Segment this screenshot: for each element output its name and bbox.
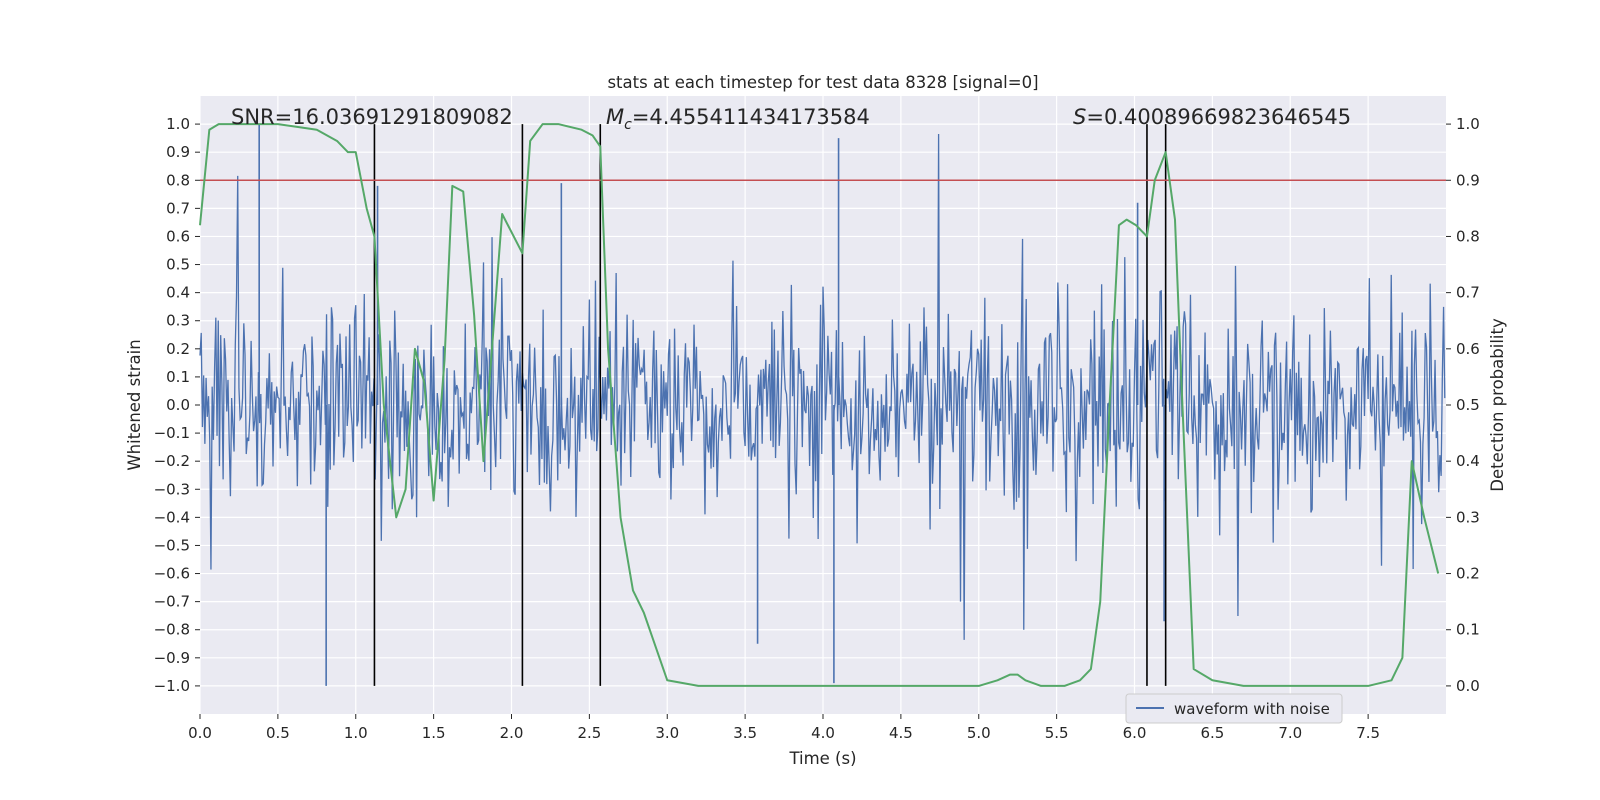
x-tick-label-1: 0.5 [266, 724, 290, 742]
x-axis-ticks: 0.0 0.5 1.0 1.5 2.0 2.5 3.0 3.5 4.0 4.5 5.0 5.5 6.0 6… [188, 714, 1380, 742]
y-right-tick-label-9: 0.9 [1456, 171, 1480, 189]
x-tick-label-6: 3.0 [655, 724, 679, 742]
y-left-tick-label-2: −0.8 [154, 621, 190, 639]
y-left-tick-label-16: 0.6 [166, 227, 190, 245]
x-tick-label-14: 7.0 [1278, 724, 1302, 742]
x-tick-label-11: 5.5 [1045, 724, 1069, 742]
y-right-tick-label-3: 0.3 [1456, 508, 1480, 526]
mc-annotation: Mc=4.455411434173584 [606, 105, 870, 133]
y-left-tick-label-1: −0.9 [154, 649, 190, 667]
y-right-tick-label-4: 0.4 [1456, 452, 1480, 470]
y-left-tick-label-10: 0.0 [166, 396, 190, 414]
x-tick-label-7: 3.5 [733, 724, 757, 742]
x-tick-label-10: 5.0 [967, 724, 991, 742]
x-tick-label-15: 7.5 [1356, 724, 1380, 742]
y-left-tick-label-14: 0.4 [166, 284, 190, 302]
probability-line [199, 123, 1440, 687]
y-left-tick-label-0: −1.0 [154, 677, 190, 695]
y-left-tick-label-17: 0.7 [166, 199, 190, 217]
y-right-tick-label-0: 0.0 [1456, 677, 1480, 695]
x-tick-label-9: 4.5 [889, 724, 913, 742]
x-tick-label-3: 1.5 [422, 724, 446, 742]
y-left-tick-label-3: −0.7 [154, 593, 190, 611]
x-tick-label-12: 6.0 [1123, 724, 1147, 742]
y-left-tick-label-9: −0.1 [154, 424, 190, 442]
y-left-tick-label-13: 0.3 [166, 312, 190, 330]
y-left-axis-label: Whitened strain [125, 339, 144, 470]
y-right-tick-label-2: 0.2 [1456, 565, 1480, 583]
waveform-line [199, 133, 1446, 640]
x-tick-label-2: 1.0 [344, 724, 368, 742]
legend-entry-waveform: waveform with noise [1174, 700, 1330, 718]
x-tick-label-0: 0.0 [188, 724, 212, 742]
y-left-tick-label-6: −0.4 [154, 508, 190, 526]
legend-box [1125, 693, 1343, 724]
y-left-tick-label-7: −0.3 [154, 480, 190, 498]
y-right-tick-label-10: 1.0 [1456, 115, 1480, 133]
y-left-tick-label-19: 0.9 [166, 143, 190, 161]
chart-title: stats at each timestep for test data 832… [607, 73, 1038, 92]
legend: waveform with noise [1125, 693, 1343, 724]
snr-annotation: SNR=16.03691291809082 [231, 105, 513, 129]
y-left-tick-label-4: −0.6 [154, 565, 190, 583]
y-left-tick-label-18: 0.8 [166, 171, 190, 189]
y-right-axis-label: Detection probability [1488, 318, 1507, 492]
x-tick-label-13: 6.5 [1200, 724, 1224, 742]
y-left-tick-label-8: −0.2 [154, 452, 190, 470]
y-left-tick-label-11: 0.1 [166, 368, 190, 386]
y-right-tick-label-7: 0.7 [1456, 284, 1480, 302]
y-left-axis-ticks: −1.0 −0.9 −0.8 −0.7 −0.6 −0.5 −0.4 −0.3 −0.2 −0.1… [154, 115, 200, 695]
x-tick-label-4: 2.0 [500, 724, 524, 742]
y-left-tick-label-5: −0.5 [154, 536, 190, 554]
x-axis-label: Time (s) [788, 749, 856, 768]
y-left-tick-label-20: 1.0 [166, 115, 190, 133]
y-right-tick-label-6: 0.6 [1456, 340, 1480, 358]
y-left-tick-label-12: 0.2 [166, 340, 190, 358]
y-right-tick-label-8: 0.8 [1456, 227, 1480, 245]
x-tick-label-8: 4.0 [811, 724, 835, 742]
x-tick-label-5: 2.5 [577, 724, 601, 742]
y-right-axis-ticks: 0.0 0.1 0.2 0.3 0.4 0.5 0.6 0.7 0.8 0.9 1.0 [1446, 115, 1480, 695]
probability-series [199, 123, 1440, 687]
y-right-tick-label-5: 0.5 [1456, 396, 1480, 414]
s-annotation: S=0.40089669823646545 [1073, 105, 1351, 129]
vertical-markers [373, 124, 1167, 686]
y-left-tick-label-15: 0.5 [166, 256, 190, 274]
y-right-tick-label-1: 0.1 [1456, 621, 1480, 639]
